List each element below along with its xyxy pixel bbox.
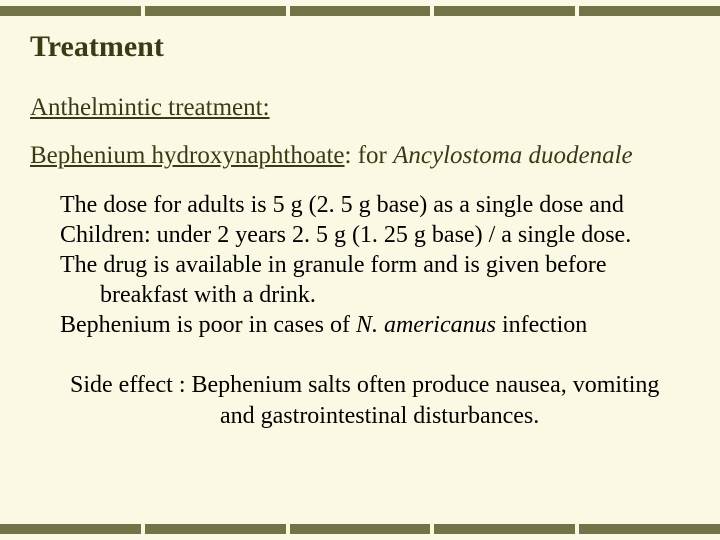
body-l4b: infection	[496, 312, 587, 338]
body-l4: Bephenium is poor in cases of N. america…	[60, 310, 690, 340]
decor-bar-bottom	[0, 520, 720, 540]
drug-name: Bephenium hydroxynaphthoate	[30, 142, 345, 169]
body-l1: The dose for adults is 5 g (2. 5 g base)…	[60, 190, 690, 220]
body-l4a: Bephenium is poor in cases of	[60, 312, 356, 338]
side-effect-l1: Side effect : Bephenium salts often prod…	[70, 370, 690, 401]
drug-sep: : for	[345, 142, 394, 169]
decor-bar-top	[0, 0, 720, 20]
slide-content: Treatment Anthelmintic treatment: Bephen…	[0, 30, 720, 432]
drug-line: Bephenium hydroxynaphthoate: for Ancylos…	[30, 142, 690, 170]
side-effect-l2: and gastrointestinal disturbances.	[70, 401, 690, 432]
side-effect-block: Side effect : Bephenium salts often prod…	[70, 370, 690, 432]
subheading: Anthelmintic treatment:	[30, 94, 690, 122]
slide-title: Treatment	[30, 30, 690, 64]
species-name: Ancylostoma duodenale	[393, 142, 633, 169]
body-l3: The drug is available in granule form an…	[60, 250, 690, 280]
body-l2: Children: under 2 years 2. 5 g (1. 25 g …	[60, 220, 690, 250]
body-block: The dose for adults is 5 g (2. 5 g base)…	[60, 190, 690, 340]
body-l3b: breakfast with a drink.	[60, 280, 690, 310]
body-l4-species: N. americanus	[356, 312, 496, 338]
